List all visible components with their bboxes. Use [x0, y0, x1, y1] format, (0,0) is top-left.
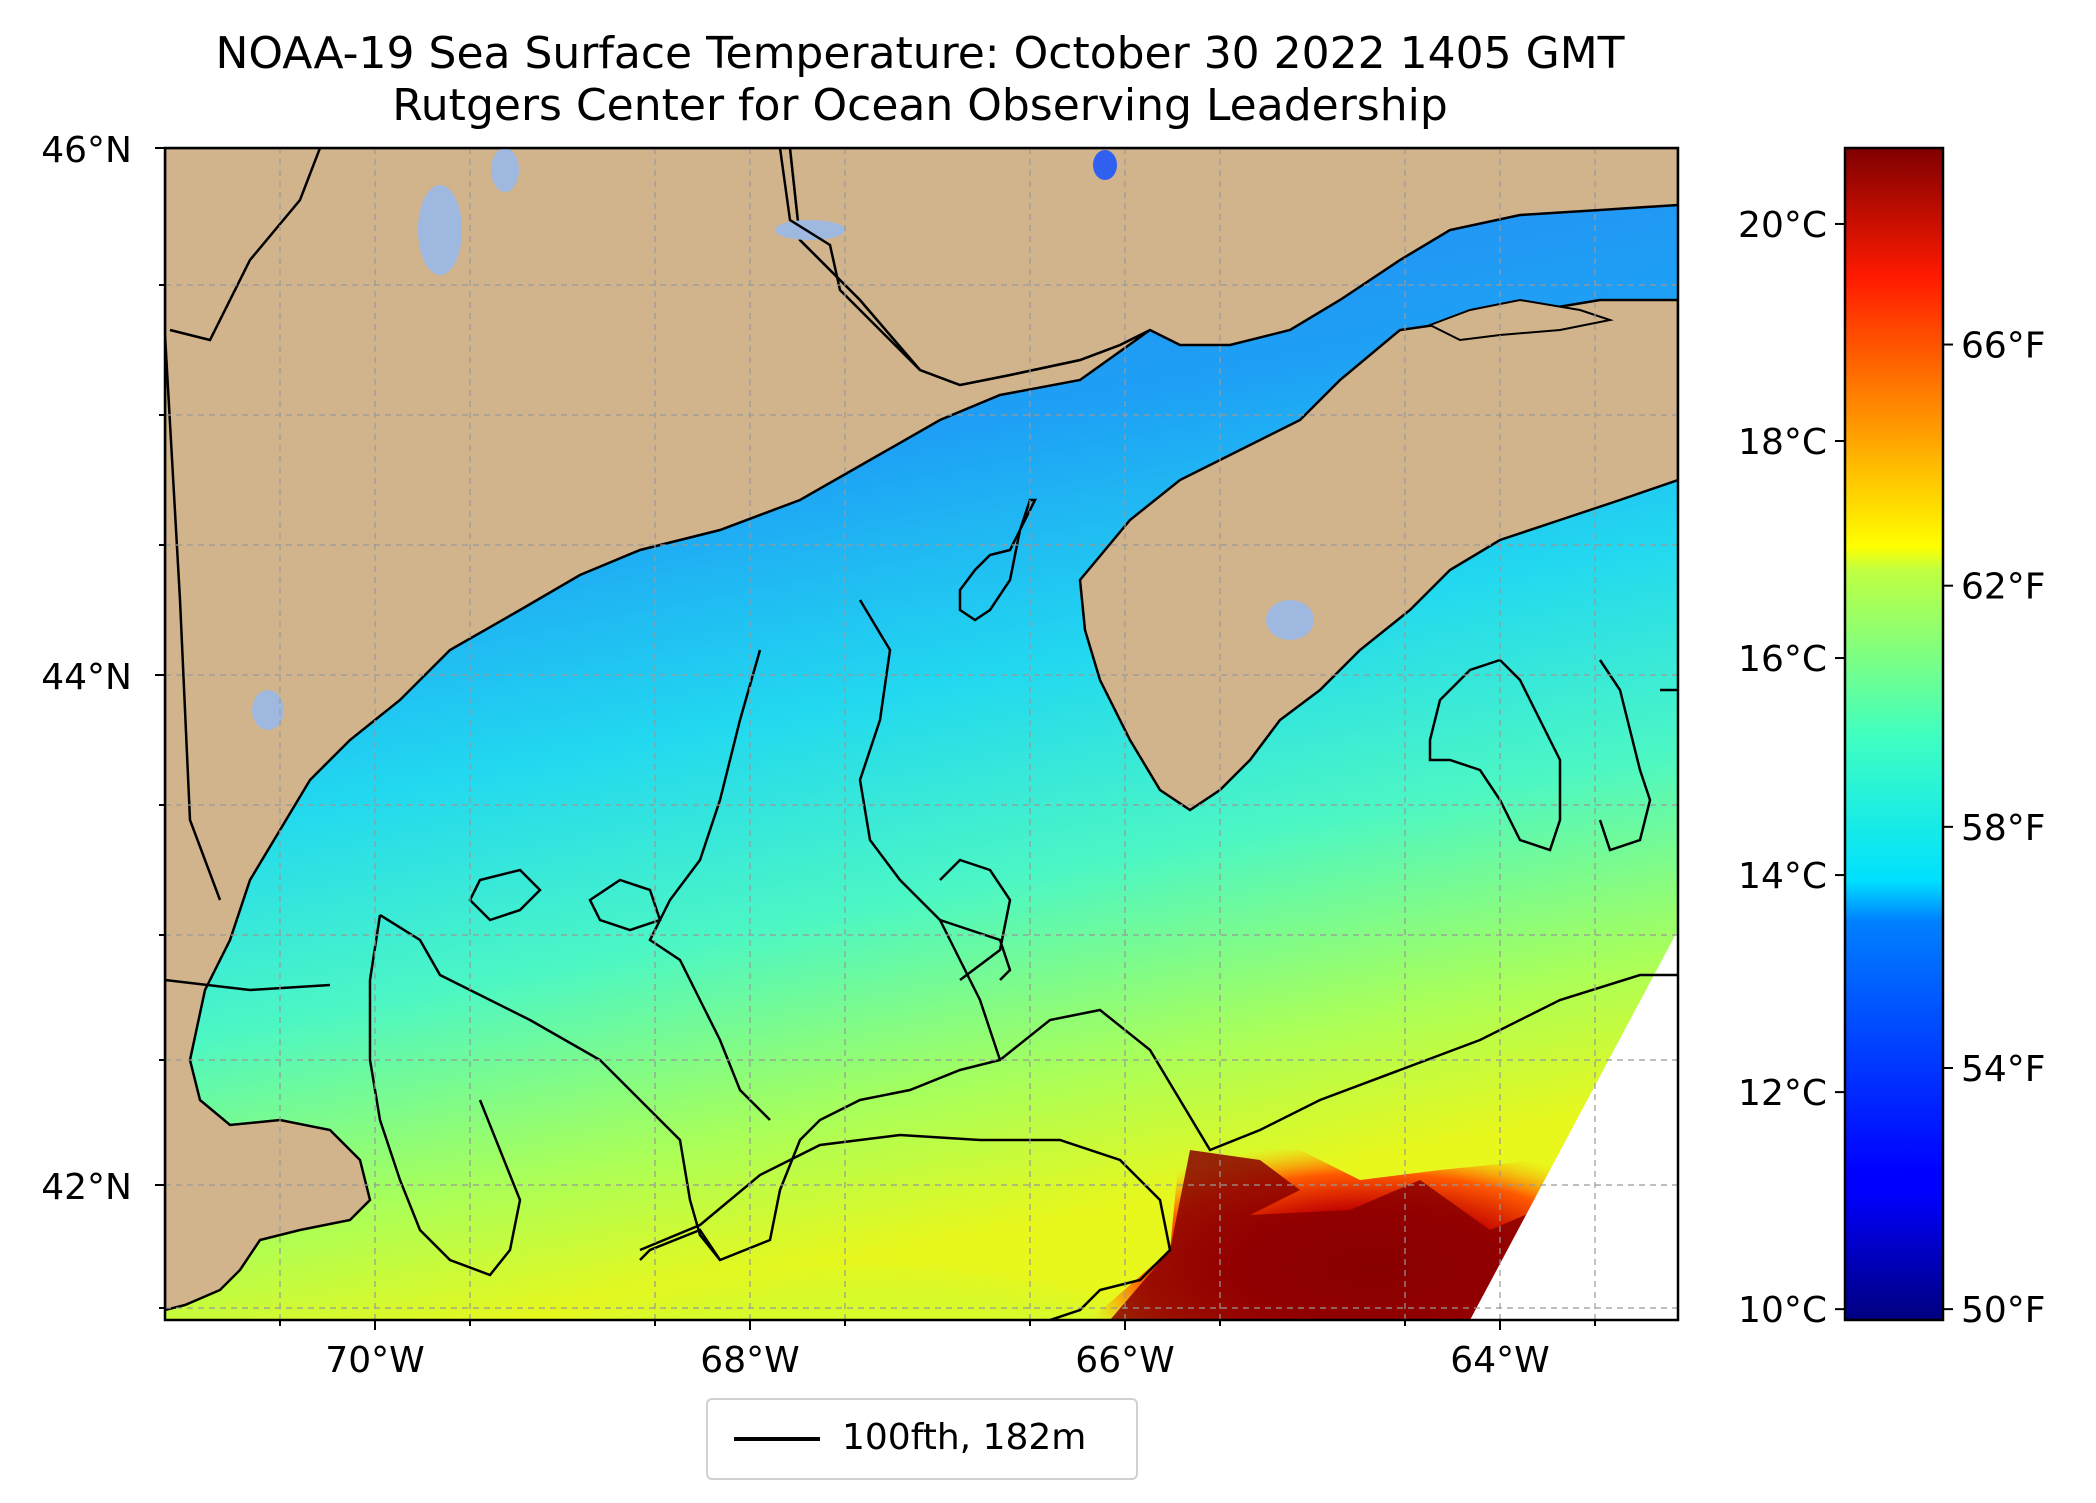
state-border — [165, 334, 222, 901]
contour-line — [588, 878, 662, 932]
map-frame — [163, 146, 1680, 1322]
map-area — [165, 148, 1678, 1320]
colorbar-fahrenheit-label: 66°F — [1961, 326, 2046, 367]
contour-line — [648, 649, 771, 1121]
legend-line-swatch — [734, 1437, 820, 1441]
warm-core — [1110, 1150, 1560, 1320]
colorbar-fahrenheit-label: 54°F — [1961, 1049, 2046, 1090]
lon-label: 70°W — [325, 1340, 424, 1381]
legend-label: 100fth, 182m — [842, 1417, 1087, 1458]
lon-ticks — [279, 1320, 1596, 1330]
contour-line — [939, 858, 1012, 981]
colorbar — [1843, 146, 1945, 1322]
no-data-region — [1470, 930, 1678, 1320]
contour-line — [368, 914, 522, 1277]
colorbar-fahrenheit-label: 62°F — [1961, 567, 2046, 608]
lake — [1266, 600, 1314, 640]
contour-line — [1428, 658, 1562, 852]
lat-label: 44°N — [41, 657, 132, 698]
contour-line — [958, 498, 1038, 622]
graticule — [165, 148, 1678, 1320]
new-brunswick-land — [788, 148, 1678, 387]
legend: 100fth, 182m — [706, 1398, 1138, 1480]
lon-label: 64°W — [1450, 1340, 1549, 1381]
state-border — [169, 148, 322, 342]
lat-ticks — [155, 147, 165, 1309]
contour-line — [639, 1228, 722, 1261]
international-border — [778, 148, 921, 371]
lake — [1093, 150, 1117, 180]
contour-line — [858, 599, 1002, 1061]
colorbar-celsius-label: 20°C — [1738, 205, 1827, 246]
colorbar-celsius-label: 10°C — [1738, 1290, 1827, 1331]
colorbar-celsius-label: 18°C — [1738, 422, 1827, 463]
chart-title: NOAA-19 Sea Surface Temperature: October… — [215, 28, 1625, 79]
colorbar-celsius-label: 16°C — [1738, 639, 1827, 680]
contour-line — [1598, 659, 1652, 852]
island-land — [1427, 298, 1614, 342]
colorbar-ticks: 20°C 18°C 16°C 14°C 12°C 10°C 66°F 62°F 58°F 54°F… — [1738, 205, 2045, 1331]
colorbar-fahrenheit-label: 58°F — [1961, 808, 2046, 849]
contour-line — [939, 918, 1012, 981]
colorbar-celsius-label: 12°C — [1738, 1073, 1827, 1114]
chart-subtitle: Rutgers Center for Ocean Observing Leade… — [392, 80, 1448, 131]
lat-label: 46°N — [41, 130, 132, 171]
lake — [252, 690, 284, 730]
lake — [775, 220, 845, 240]
colorbar-celsius-label: 14°C — [1738, 856, 1827, 897]
colorbar-fahrenheit-label: 50°F — [1961, 1290, 2046, 1331]
lon-label: 66°W — [1075, 1340, 1174, 1381]
lake — [491, 148, 519, 192]
georges-bank-warm — [530, 1170, 1190, 1320]
state-border — [165, 978, 331, 992]
lat-label: 42°N — [41, 1167, 132, 1208]
lake — [418, 185, 462, 275]
nova-scotia-land — [1078, 298, 1678, 812]
contour-line — [639, 1133, 1172, 1320]
lon-label: 68°W — [700, 1340, 799, 1381]
